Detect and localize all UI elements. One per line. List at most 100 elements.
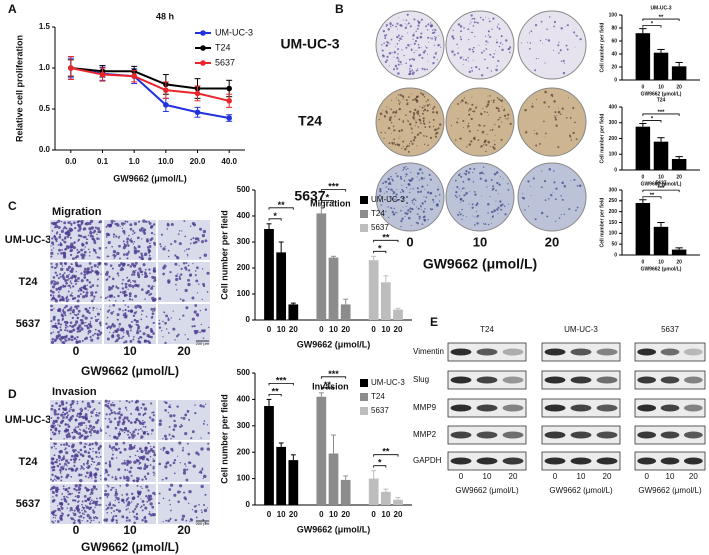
cell <box>65 436 69 439</box>
colony <box>497 107 500 110</box>
series-line <box>70 67 230 120</box>
colony <box>398 99 400 102</box>
cell <box>116 251 120 256</box>
cell <box>108 413 111 416</box>
significance-label: * <box>326 193 330 203</box>
colony <box>557 44 560 47</box>
colony <box>498 183 501 186</box>
cell <box>59 243 63 247</box>
cell <box>73 454 77 458</box>
protein-label: MMP9 <box>413 403 437 412</box>
cell <box>76 400 79 403</box>
cell <box>98 230 102 234</box>
cell <box>100 296 102 299</box>
cell <box>140 252 143 255</box>
colony <box>497 125 501 128</box>
cell <box>127 419 131 423</box>
colony <box>413 18 416 21</box>
cell <box>161 478 164 481</box>
cell <box>151 312 155 316</box>
cell <box>52 513 55 516</box>
colony <box>399 60 402 64</box>
colony <box>498 118 500 121</box>
colony <box>464 173 468 176</box>
colony <box>457 47 459 49</box>
x-axis-label: GW9662 (μmol/L) <box>455 486 519 495</box>
cell <box>129 339 133 343</box>
colony <box>384 210 387 213</box>
colony <box>473 21 476 24</box>
colony <box>400 196 402 199</box>
colony <box>553 181 556 184</box>
colony <box>507 118 509 120</box>
colony <box>411 69 414 71</box>
cell <box>64 429 67 432</box>
cell <box>50 262 53 265</box>
cell <box>80 253 84 257</box>
colony <box>497 206 499 208</box>
y-tick-label: 300 <box>609 187 618 193</box>
cell <box>180 267 183 271</box>
cell <box>121 462 124 465</box>
colony <box>384 115 386 117</box>
colony <box>398 17 400 19</box>
cell <box>143 339 147 343</box>
colony <box>420 47 422 49</box>
x-tick-label: 40.0 <box>221 157 237 166</box>
colony <box>405 173 408 176</box>
colony <box>424 104 426 106</box>
cell <box>97 329 101 333</box>
cell <box>67 425 71 429</box>
cell <box>130 237 132 240</box>
cell <box>125 498 129 501</box>
cell <box>73 487 76 491</box>
cell <box>119 257 121 260</box>
colony <box>416 133 420 136</box>
colony <box>438 186 440 187</box>
colony <box>410 48 413 51</box>
cell <box>78 415 82 419</box>
band <box>544 348 566 356</box>
cell <box>147 452 150 455</box>
colony <box>422 120 425 123</box>
colony <box>576 206 579 209</box>
colony <box>472 215 474 217</box>
colony <box>554 220 557 222</box>
cell <box>125 500 128 502</box>
cell <box>145 220 148 223</box>
cell <box>79 429 82 431</box>
colony <box>389 195 392 198</box>
colony <box>478 44 480 46</box>
cell <box>59 273 62 276</box>
colony <box>403 54 405 57</box>
cell <box>69 509 72 512</box>
cell <box>52 276 56 279</box>
cell <box>66 329 69 332</box>
cell <box>51 473 54 477</box>
band <box>637 404 657 412</box>
colony <box>436 128 438 131</box>
cell <box>55 265 58 268</box>
cell <box>53 235 57 239</box>
cell <box>148 335 151 339</box>
colony <box>524 131 528 134</box>
cell <box>134 294 138 298</box>
cell <box>69 408 71 410</box>
significance-label: *** <box>657 110 665 116</box>
colony <box>480 145 483 148</box>
colony <box>487 223 490 226</box>
cell <box>63 438 65 440</box>
cell <box>82 462 85 465</box>
cell <box>89 471 93 475</box>
cell <box>115 492 117 495</box>
cell <box>112 403 116 407</box>
cell <box>205 309 207 311</box>
colony <box>421 106 424 109</box>
cell <box>118 244 121 248</box>
cell <box>73 458 77 462</box>
colony <box>396 97 398 98</box>
colony <box>471 69 474 72</box>
cell <box>83 235 87 239</box>
cell <box>75 489 78 492</box>
cell <box>96 237 99 240</box>
